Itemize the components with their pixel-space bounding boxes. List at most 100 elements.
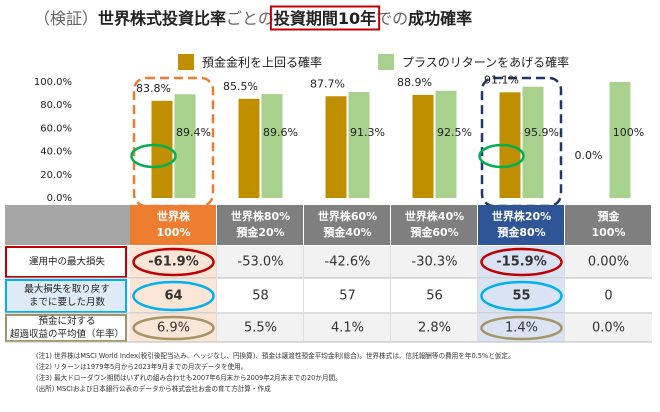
data-label: 85.5% (223, 80, 258, 93)
row-header: までに要した月数 (29, 296, 106, 308)
data-label: 87.7% (310, 77, 345, 90)
table-cell: 0.00% (588, 255, 629, 270)
chart-title: （検証）世界株式投資比率ごとの投資期間10年での成功確率 (34, 9, 472, 28)
table-cell: 2.8% (418, 321, 451, 336)
table-cell: 57 (339, 289, 356, 304)
bar (348, 92, 370, 198)
title-part: （検証） (34, 9, 98, 28)
data-label: 83.8% (136, 82, 171, 95)
data-label: 100% (613, 126, 644, 139)
footnote: (注1) 世界株はMSCI World Index(税引後配当込み、ヘッジなし、… (36, 351, 515, 360)
table-cell: 0.0% (592, 321, 625, 336)
highlight-ellipse (478, 143, 525, 169)
column-header-bg (217, 205, 303, 245)
legend-label: プラスのリターンをあげる確率 (402, 55, 569, 70)
bar (412, 94, 434, 198)
title-part: 世界株式投資比率 (98, 9, 226, 28)
data-label: 89.6% (263, 126, 298, 139)
title-part: 投資期間10年 (274, 9, 376, 28)
y-tick-label: 60.0% (40, 123, 72, 134)
column-header-bg (565, 205, 651, 245)
data-label: 91.1% (484, 73, 519, 86)
highlight-ellipse (132, 315, 215, 341)
y-tick-label: 40.0% (40, 147, 72, 158)
footnote: (出所) MSCIおよび日本銀行公表のデータから株式会社お金の育て方計算・作成 (36, 384, 271, 393)
row-header: 運用中の最大損失 (29, 256, 106, 268)
footnote: (注3) 最大ドローダウン期間はいずれの組み合わせも2007年6月末から2009… (36, 373, 342, 382)
column-header-bg (304, 205, 390, 245)
cell-bg (130, 279, 216, 313)
highlight-frame (132, 76, 215, 208)
data-label: 91.3% (350, 126, 385, 139)
bar (261, 94, 283, 198)
table-cell: 64 (164, 289, 182, 304)
column-header: 100% (592, 226, 626, 239)
table-cell: 5.5% (244, 321, 277, 336)
footnote: (注2) リターンは1979年5月から2023年9月までの月次データを使用。 (36, 362, 247, 371)
table-header-bg (5, 205, 130, 245)
highlight-ellipse (480, 280, 563, 312)
highlight-ellipse (480, 315, 563, 341)
title-highlight (269, 5, 381, 31)
legend-swatch (378, 54, 394, 70)
cell-bg (478, 279, 564, 313)
table-cell: 58 (252, 289, 269, 304)
column-header: 預金20% (236, 225, 284, 239)
data-label: 92.5% (437, 126, 472, 139)
data-label: 89.4% (176, 126, 211, 139)
table-cell: 55 (512, 289, 530, 304)
column-header: 預金60% (410, 225, 458, 239)
column-header-bg (130, 205, 216, 245)
highlight-frame (480, 76, 563, 208)
bar (435, 90, 457, 198)
legend-swatch (178, 54, 194, 70)
highlight-ellipse (132, 247, 215, 277)
row-header: 超過収益の平均値（年率） (10, 328, 124, 340)
row-header-box (5, 279, 127, 313)
column-header: 預金40% (323, 225, 371, 239)
column-header: 世界株40% (405, 209, 464, 223)
y-tick-label: 0.0% (47, 193, 72, 204)
table-cell: 56 (426, 289, 443, 304)
title-part: 成功確率 (408, 9, 472, 28)
column-header: 100% (157, 226, 191, 239)
column-header: 世界株80% (231, 209, 290, 223)
column-header-bg (391, 205, 477, 245)
y-tick-label: 100.0% (34, 77, 72, 88)
bar (174, 94, 196, 198)
row-header-box (5, 314, 127, 342)
column-header: 世界株20% (492, 209, 551, 223)
bar (238, 98, 260, 198)
column-header: 世界株 (157, 209, 191, 223)
data-label: 0.0% (575, 149, 603, 162)
table-cell: 0 (604, 289, 612, 304)
cell-bg (478, 246, 564, 278)
data-label: 88.9% (397, 76, 432, 89)
column-header: 預金80% (497, 225, 545, 239)
legend-label: 預金金利を上回る確率 (202, 55, 322, 70)
table-cell: -42.6% (325, 255, 371, 270)
row-header: 最大損失を取り戻す (24, 283, 110, 295)
title-part: での (376, 9, 408, 28)
table-cell: 1.4% (505, 321, 538, 336)
cell-bg (478, 314, 564, 342)
column-header: 世界株60% (318, 209, 377, 223)
highlight-ellipse (480, 247, 563, 277)
bar (609, 82, 631, 198)
highlight-ellipse (130, 143, 177, 169)
title-part: ごとの (226, 9, 274, 28)
table-cell: -30.3% (412, 255, 458, 270)
highlight-ellipse (132, 280, 215, 312)
table-cell: 4.1% (331, 321, 364, 336)
bar (522, 86, 544, 198)
column-header: 預金 (598, 209, 621, 223)
table-cell: -61.9% (148, 255, 199, 270)
row-header: 預金に対する (38, 315, 95, 327)
table-cell: -53.0% (238, 255, 284, 270)
table-cell: -15.9% (496, 255, 547, 270)
y-tick-label: 20.0% (40, 170, 72, 181)
cell-bg (130, 314, 216, 342)
table-cell: 6.9% (157, 321, 190, 336)
bar (151, 100, 173, 198)
